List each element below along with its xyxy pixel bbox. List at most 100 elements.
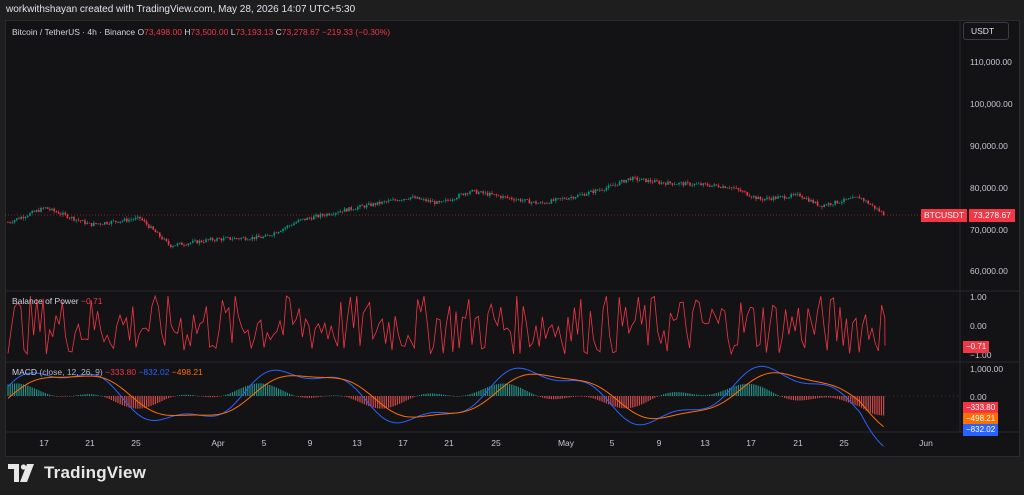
macd-hist-bar	[502, 383, 504, 396]
candle-body	[849, 198, 852, 199]
candle-body	[605, 187, 608, 191]
macd-hist-bar	[214, 396, 216, 398]
macd-hist-bar	[229, 393, 231, 396]
macd-hist-bar	[93, 394, 95, 396]
candle-body	[154, 229, 157, 233]
candle-body	[838, 202, 841, 204]
candle-body	[187, 243, 190, 246]
macd-hist-bar	[625, 396, 627, 409]
candle-body	[856, 196, 858, 198]
candle-body	[801, 196, 803, 198]
candle-body	[211, 238, 214, 241]
candle-body	[676, 184, 678, 185]
candle-body	[332, 214, 335, 216]
macd-hist-bar	[451, 395, 453, 397]
macd-hist-bar	[630, 396, 632, 408]
macd-hist-bar	[623, 396, 625, 409]
candle-body	[524, 199, 526, 201]
macd-hist-bar	[280, 389, 282, 396]
candle-body	[64, 212, 66, 215]
candle-body	[247, 239, 249, 241]
candle-body	[577, 195, 579, 198]
macd-hist-bar	[344, 396, 346, 397]
macd-hist-bar	[102, 396, 104, 397]
candle-body	[572, 196, 575, 199]
candle-body	[383, 201, 385, 203]
macd-hist-bar	[7, 384, 9, 396]
candle-body	[469, 191, 471, 194]
candle-body	[775, 196, 777, 199]
candle-body	[359, 205, 361, 208]
macd-hist-bar	[722, 390, 724, 396]
macd-hist-bar	[337, 395, 339, 397]
candle-body	[253, 237, 256, 239]
candle-body	[315, 214, 317, 217]
macd-hist-bar	[592, 396, 594, 399]
macd-hist-bar	[500, 383, 502, 396]
candle-body	[464, 193, 467, 196]
macd-hist-bar	[731, 387, 733, 396]
candle-body	[152, 226, 154, 230]
candle-body	[753, 196, 755, 198]
macd-hist-bar	[680, 392, 682, 396]
close-key: C	[275, 27, 282, 37]
macd-hist-bar	[671, 392, 673, 396]
macd-hist-bar	[198, 396, 200, 397]
candle-body	[350, 207, 352, 210]
macd-hist-bar	[172, 396, 174, 397]
macd-hist-bar	[390, 396, 392, 408]
bop-tick: 1.00	[970, 292, 987, 302]
candle-body	[207, 239, 209, 241]
candle-body	[656, 180, 658, 182]
candle-body	[31, 211, 33, 214]
candle-body	[427, 200, 429, 202]
symbol-title[interactable]: Bitcoin / TetherUS · 4h · Binance	[12, 27, 136, 37]
candle-body	[156, 232, 159, 233]
macd-hist-bar	[31, 387, 33, 396]
candle-body	[533, 201, 535, 203]
candle-body	[317, 214, 319, 218]
macd-hist-bar	[839, 396, 841, 400]
macd-hist-bar	[443, 394, 445, 396]
macd-hist-bar	[60, 396, 62, 397]
price-tick: 110,000.00	[970, 57, 1012, 67]
brand-logo[interactable]: TradingView	[8, 463, 146, 483]
candle-body	[794, 194, 797, 195]
candle-body	[159, 232, 161, 237]
macd-hist-bar	[317, 396, 319, 398]
time-tick: May	[557, 438, 575, 448]
macd-hist-bar	[82, 394, 84, 396]
candle-body	[326, 213, 328, 216]
macd-hist-bar	[836, 396, 838, 399]
macd-hist-bar	[407, 396, 409, 400]
candle-body	[93, 222, 95, 226]
chart-frame[interactable]	[5, 20, 1020, 457]
candle-body	[170, 244, 172, 248]
macd-hist-bar	[779, 396, 781, 397]
currency-button[interactable]: USDT	[963, 22, 1009, 40]
candle-body	[174, 245, 176, 247]
candle-body	[60, 213, 62, 215]
macd-hist-bar	[594, 396, 596, 400]
candle-body	[280, 231, 282, 232]
macd-hist-bar	[137, 396, 139, 409]
macd-params: close, 12, 26, 9	[42, 367, 100, 377]
macd-hist-bar	[660, 394, 662, 396]
macd-hist-bar	[751, 384, 753, 396]
macd-hist-bar	[209, 396, 211, 398]
macd-hist-bar	[597, 396, 599, 400]
macd-hist-bar	[766, 389, 768, 396]
bop-name[interactable]: Balance of Power	[12, 296, 79, 306]
macd-name[interactable]: MACD	[12, 367, 38, 377]
candle-body	[134, 217, 137, 220]
candle-body	[746, 192, 748, 196]
candle-body	[458, 194, 460, 198]
macd-hist-bar	[610, 396, 612, 406]
candle-body	[86, 222, 88, 225]
candle-body	[222, 237, 225, 241]
macd-hist-bar	[368, 396, 370, 407]
macd-hist-bar	[806, 396, 808, 400]
candle-body	[618, 181, 621, 186]
candle-body	[238, 238, 240, 240]
